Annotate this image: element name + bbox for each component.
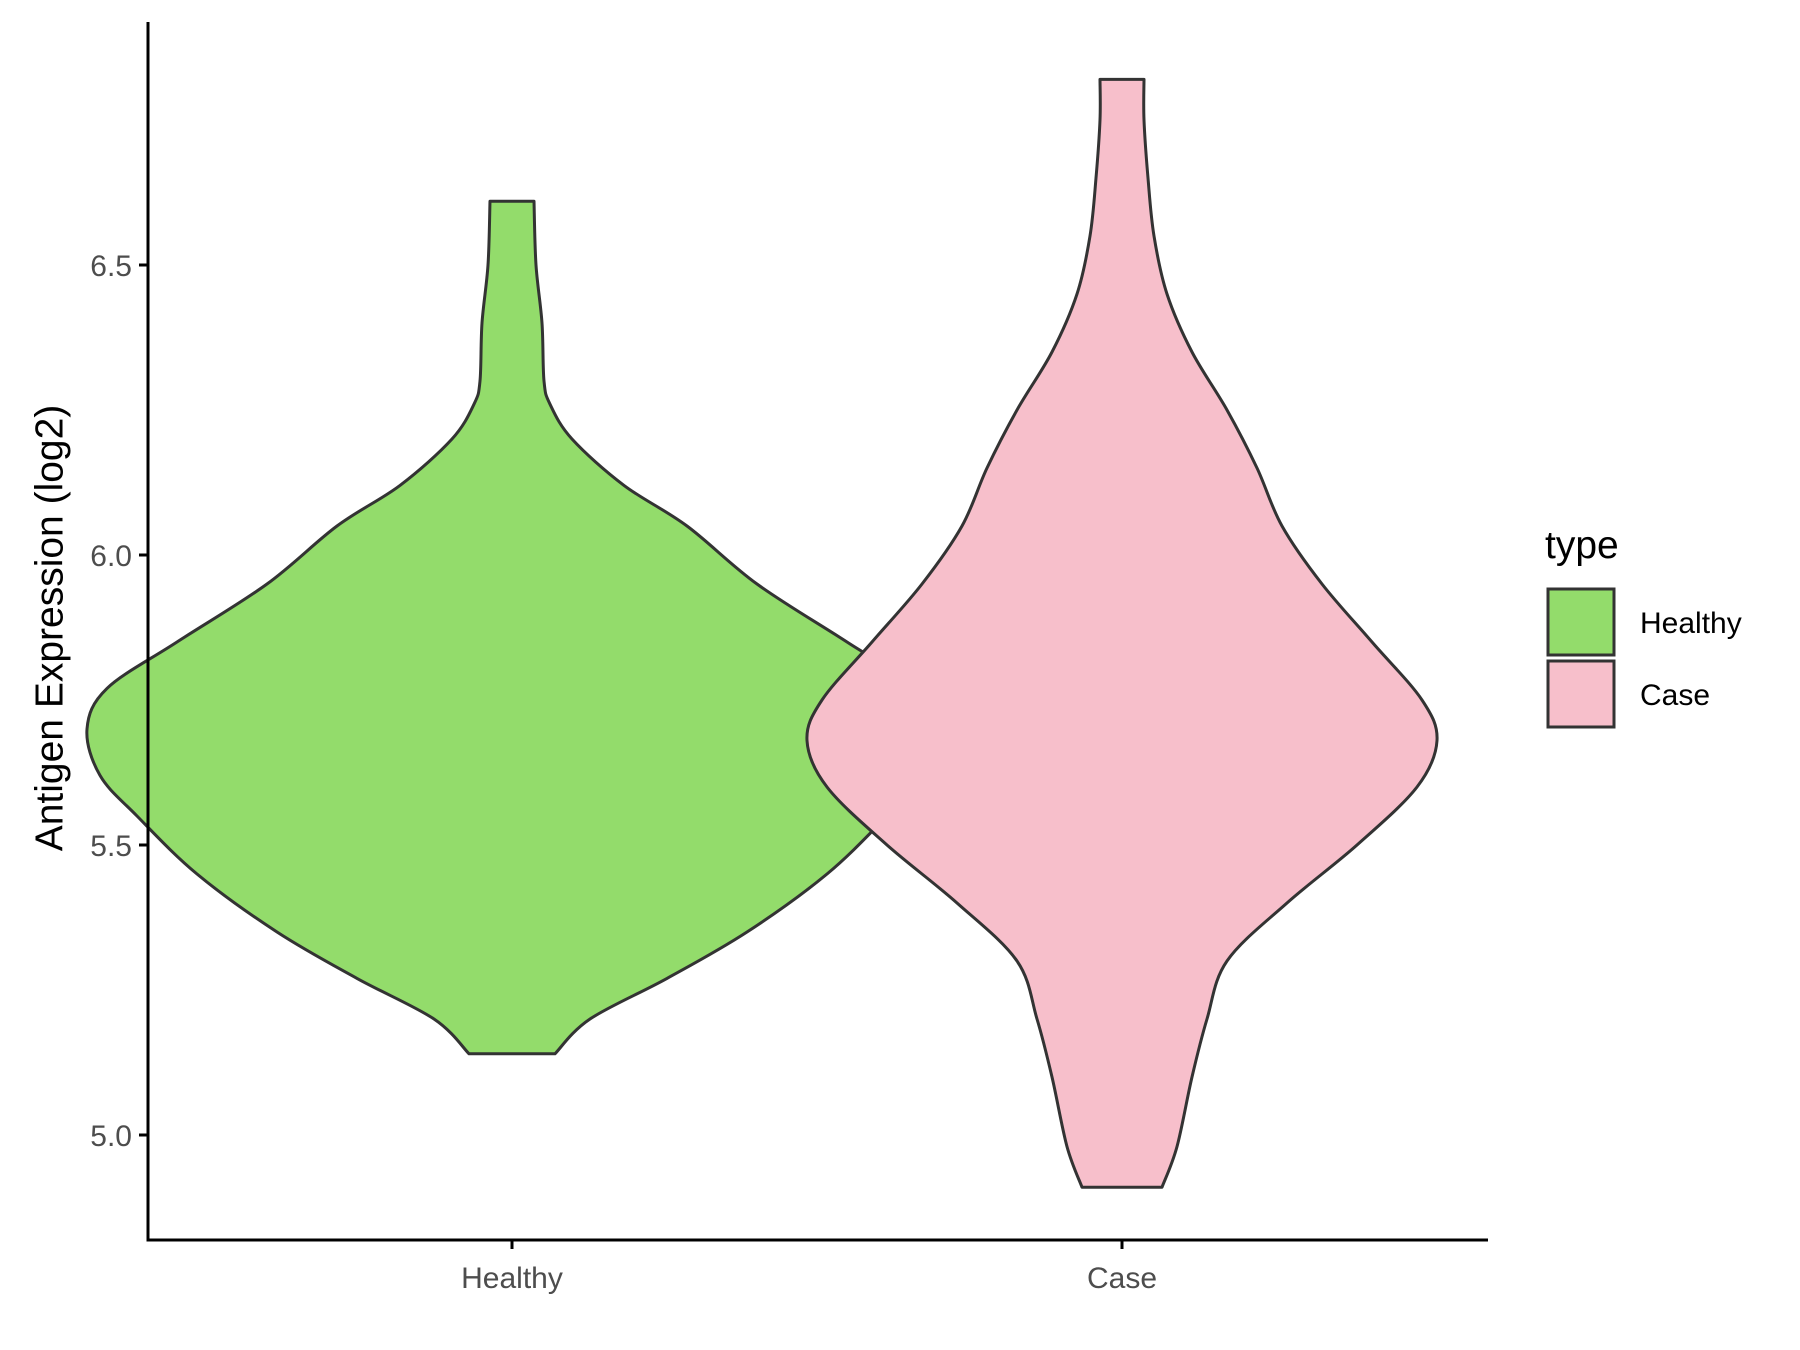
- legend-label-case: Case: [1640, 679, 1710, 712]
- y-tick-label: 6.0: [90, 540, 132, 573]
- axes-layer: 5.0 5.5 6.0 6.5 Healthy Case: [90, 22, 1488, 1295]
- violin-case: [805, 77, 1439, 1189]
- x-tick-label: Case: [1087, 1262, 1157, 1295]
- y-tick-label: 5.0: [90, 1120, 132, 1153]
- legend-key-case: [1546, 659, 1616, 729]
- y-axis-title: Antigen Expression (log2): [28, 405, 71, 852]
- legend-label-healthy: Healthy: [1640, 607, 1742, 640]
- y-tick-label: 6.5: [90, 250, 132, 283]
- legend-title: type: [1545, 524, 1619, 567]
- violin-healthy: [85, 199, 939, 1056]
- violins-layer: [85, 77, 1439, 1189]
- legend-key-healthy: [1546, 587, 1616, 657]
- x-tick-label: Healthy: [461, 1262, 563, 1295]
- legend-entries: Healthy Case: [1546, 587, 1742, 729]
- y-tick-label: 5.5: [90, 830, 132, 863]
- legend: type Healthy Case: [1545, 524, 1742, 729]
- y-axis-ticks: 5.0 5.5 6.0 6.5: [90, 250, 148, 1153]
- x-axis-ticks: Healthy Case: [461, 1240, 1157, 1295]
